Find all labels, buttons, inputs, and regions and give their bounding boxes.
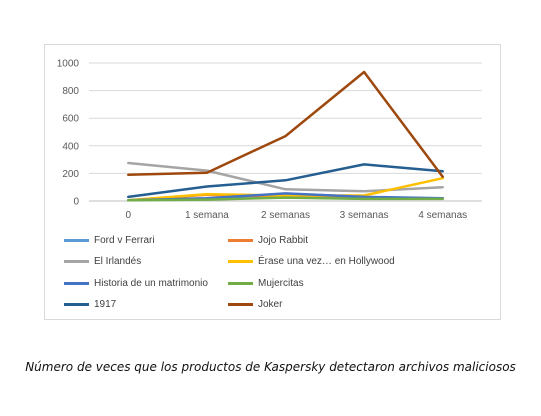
legend-item: Érase una vez… en Hollywood xyxy=(228,255,395,269)
x-tick-label: 3 semanas xyxy=(340,210,389,221)
legend-label: Érase una vez… en Hollywood xyxy=(258,256,395,267)
series-line-1917 xyxy=(127,163,444,199)
legend-label: Ford v Ferrari xyxy=(94,234,155,246)
legend-label: Joker xyxy=(258,299,283,310)
series-line-joker xyxy=(127,70,444,179)
legend-label: 1917 xyxy=(94,299,117,310)
x-tick-label: 1 semana xyxy=(185,210,229,221)
line-chart: 0 200 400 600 800 1000 0 1 semana 2 semanas 3 sem… xyxy=(57,59,482,221)
legend-item: El Irlandés xyxy=(64,255,141,269)
legend-label: Mujercitas xyxy=(258,277,304,289)
legend-label: Historia de un matrimonio xyxy=(94,277,208,289)
legend-item: Mujercitas xyxy=(228,276,304,290)
y-tick-label: 200 xyxy=(62,169,79,180)
y-tick-label: 800 xyxy=(62,86,79,97)
chart-caption: Número de veces que los productos de Kas… xyxy=(25,360,516,374)
legend-swatch xyxy=(228,238,253,242)
y-tick-label: 600 xyxy=(62,114,79,125)
legend-item: 1917 xyxy=(64,298,116,312)
series-line-mujercitas xyxy=(127,196,444,202)
legend-swatch xyxy=(64,281,89,285)
legend-item: Joker xyxy=(228,298,282,312)
x-tick-label: 0 xyxy=(126,210,132,221)
y-tick-label: 0 xyxy=(73,197,79,208)
legend-label: El Irlandés xyxy=(94,256,142,267)
legend-item: Ford v Ferrari xyxy=(64,233,155,247)
series-line-rase-una-vez-en-hollywood xyxy=(127,176,444,202)
legend-label: Jojo Rabbit xyxy=(258,234,309,246)
legend-swatch xyxy=(228,303,253,306)
x-tick-label: 4 semanas xyxy=(418,210,467,221)
legend-swatch xyxy=(64,238,89,242)
y-tick-label: 400 xyxy=(62,141,79,152)
y-tick-label: 1000 xyxy=(57,59,80,70)
legend-item: Jojo Rabbit xyxy=(228,233,308,247)
chart-legend: Ford v Ferrari Jojo Rabbit El Irlandés Éras… xyxy=(64,233,464,318)
legend-item: Historia de un matrimonio xyxy=(64,276,208,290)
chart-area: 0 200 400 600 800 1000 0 1 semana 2 semanas 3 sem… xyxy=(44,44,501,320)
x-tick-label: 2 semanas xyxy=(261,210,310,221)
legend-swatch xyxy=(228,260,253,263)
legend-swatch xyxy=(64,260,89,263)
legend-swatch xyxy=(64,303,89,306)
legend-swatch xyxy=(228,281,253,285)
